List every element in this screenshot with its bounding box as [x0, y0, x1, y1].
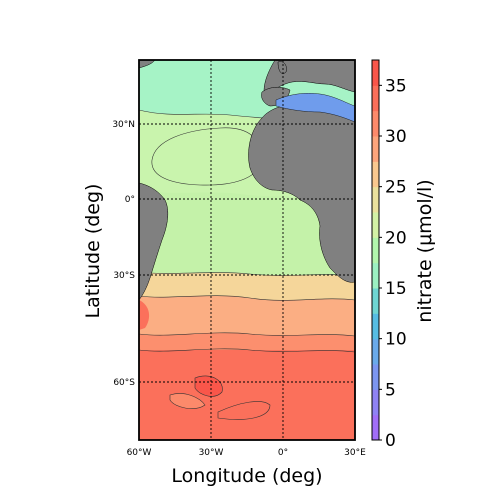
- patch-antarctic-lower: [170, 393, 205, 409]
- lon-tick-30w: 30°W: [199, 448, 224, 458]
- colorbar: [372, 60, 379, 441]
- colorbar-segment-9: [372, 186, 379, 213]
- colorbar-ticks: 0 5 10 15 20 25 30 35: [379, 76, 407, 451]
- land-uk: [277, 61, 287, 74]
- lon-tick-60w: 60°W: [127, 448, 152, 458]
- lon-tick-30e: 30°E: [344, 448, 366, 458]
- map-panel: [139, 60, 355, 440]
- colorbar-tick-label-7: 35: [385, 76, 407, 96]
- colorbar-segment-2: [372, 364, 379, 390]
- lon-tick-0: 0°: [278, 448, 288, 458]
- colorbar-segment-4: [372, 313, 379, 340]
- colorbar-segment-13: [372, 85, 379, 112]
- lat-tick-60s: 60°S: [113, 378, 135, 388]
- colorbar-frame: [371, 59, 380, 441]
- colorbar-tick-label-3: 15: [385, 279, 407, 299]
- lat-tick-0: 0°: [125, 195, 135, 205]
- latitude-tick-labels: 30°N 0° 30°S 60°S: [112, 120, 135, 388]
- colorbar-tick-label-5: 25: [385, 178, 407, 198]
- graticule: [139, 60, 355, 440]
- colorbar-segment-8: [372, 212, 379, 238]
- land-masses: [139, 60, 355, 301]
- band-south-atlantic: [139, 190, 355, 282]
- colorbar-segment-11: [372, 136, 379, 162]
- colorbar-tick-label-2: 10: [385, 330, 407, 350]
- colorbar-tick-label-0: 0: [385, 431, 396, 451]
- colorbar-segment-14: [372, 60, 379, 86]
- colorbar-tick-label-4: 20: [385, 228, 407, 248]
- mediterranean-sea: [275, 93, 355, 123]
- colorbar-segment-5: [372, 288, 379, 314]
- y-axis-title: Latitude (deg): [82, 184, 104, 319]
- land-south-america: [139, 182, 169, 301]
- colorbar-segment-12: [372, 110, 379, 137]
- patch-sw-atlantic: [139, 300, 150, 330]
- colorbar-tick-label-6: 30: [385, 127, 407, 147]
- band-30s-40s: [139, 272, 355, 304]
- colorbar-tick-label-1: 5: [385, 380, 396, 400]
- lat-tick-30s: 30°S: [113, 271, 135, 281]
- colorbar-segment-1: [372, 389, 379, 416]
- colorbar-segment-3: [372, 338, 379, 365]
- map-frame: [138, 59, 356, 441]
- colorbar-segment-6: [372, 262, 379, 289]
- colorbar-segment-10: [372, 161, 379, 188]
- colorbar-label: nitrate (μmol/l): [414, 179, 436, 322]
- longitude-tick-labels: 60°W 30°W 0° 30°E: [127, 448, 367, 458]
- patch-antarctic-high: [195, 375, 223, 397]
- lat-tick-30n: 30°N: [112, 120, 135, 130]
- x-axis-title: Longitude (deg): [171, 465, 322, 487]
- colorbar-segment-7: [372, 237, 379, 264]
- band-40s-50s: [139, 295, 355, 341]
- colorbar-segment-0: [372, 414, 379, 441]
